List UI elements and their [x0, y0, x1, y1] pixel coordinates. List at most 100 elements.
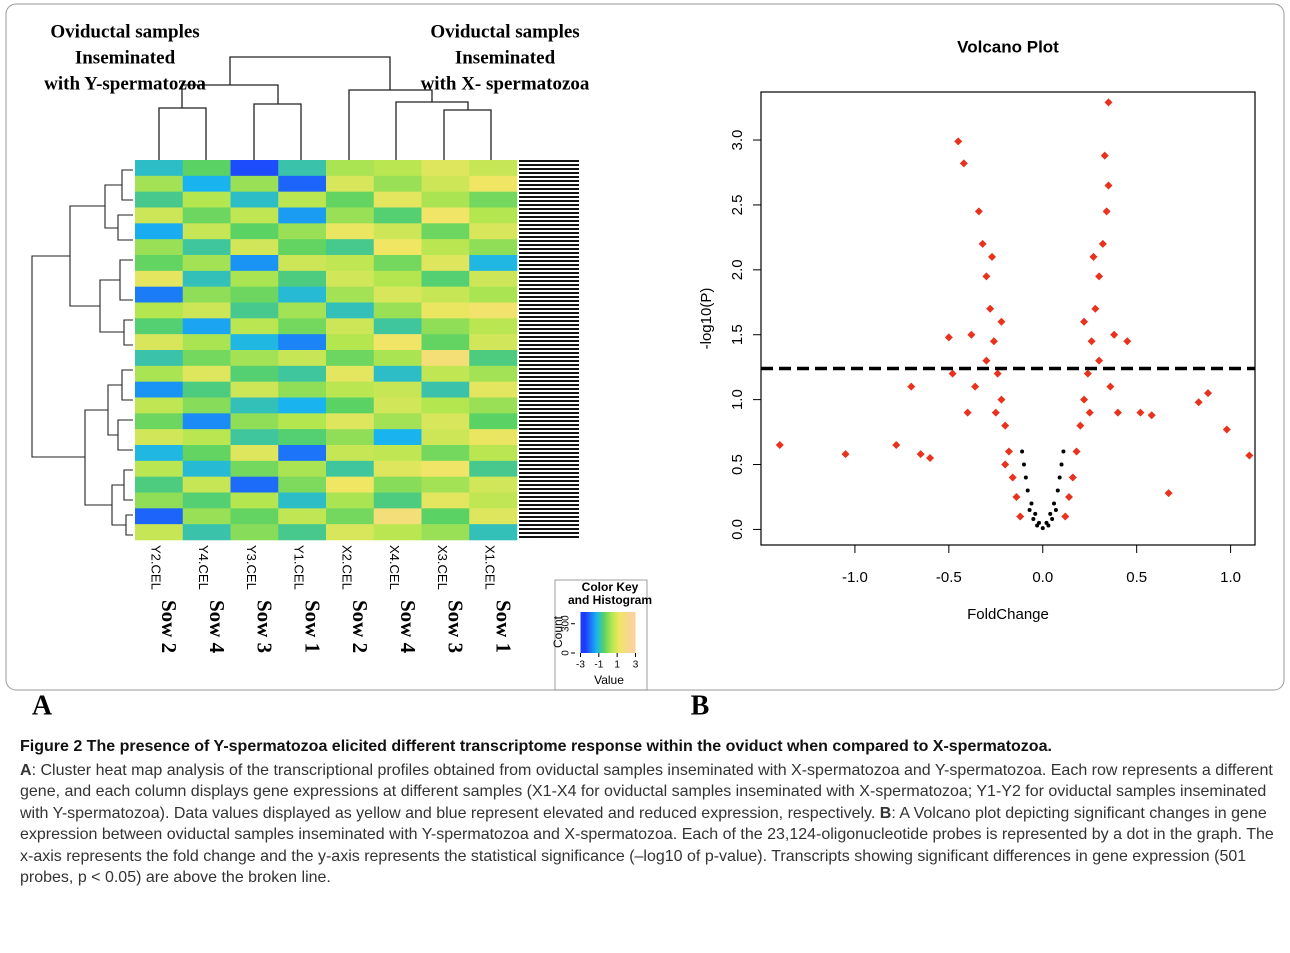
heatmap-cell: [135, 160, 184, 177]
y-tick-label: 2.5: [729, 194, 746, 215]
heatmap-cell: [135, 318, 184, 335]
heatmap-cell: [421, 270, 470, 287]
color-key-tick-label: 0: [561, 650, 572, 656]
point: [978, 239, 987, 248]
heatmap-cell: [230, 508, 279, 525]
x-tick-label: 0.0: [1032, 569, 1053, 586]
color-key-y-label: Count: [551, 615, 565, 648]
point: [1106, 382, 1115, 391]
group-label: with X- spermatozoa: [421, 73, 590, 94]
heatmap-cell: [469, 508, 518, 525]
point: [1052, 501, 1057, 506]
heatmap-cell: [326, 191, 375, 208]
heatmap-cell: [469, 160, 518, 177]
heatmap-cell: [230, 476, 279, 493]
point: [1080, 395, 1089, 404]
heatmap-cell: [373, 255, 422, 272]
group-label: Inseminated: [75, 47, 176, 68]
heatmap-cell: [469, 365, 518, 382]
heatmap-cell: [373, 492, 422, 509]
heatmap-cell: [421, 460, 470, 477]
heatmap-cell: [278, 460, 327, 477]
column-sample-label: Sow 1: [491, 600, 515, 653]
heatmap-cell: [182, 413, 231, 430]
y-tick-label: 0.0: [729, 519, 746, 540]
point: [1102, 207, 1111, 216]
heatmap-cell: [326, 318, 375, 335]
heatmap-cell: [326, 445, 375, 462]
point: [959, 159, 968, 168]
heatmap-cell: [135, 302, 184, 319]
point: [1095, 356, 1104, 365]
heatmap-cell: [421, 160, 470, 177]
color-key-tick-label: 1: [614, 660, 620, 671]
point: [1004, 447, 1013, 456]
heatmap-cell: [182, 397, 231, 414]
point: [986, 304, 995, 313]
point: [1065, 492, 1074, 501]
heatmap-cell: [135, 397, 184, 414]
point: [1040, 526, 1045, 531]
point: [1164, 489, 1173, 498]
panel-label: B: [691, 690, 710, 721]
heatmap-cell: [230, 223, 279, 240]
heatmap-cell: [230, 365, 279, 382]
heatmap-cell: [373, 302, 422, 319]
heatmap-cell: [469, 175, 518, 192]
caption-body: A: Cluster heat map analysis of the tran…: [20, 760, 1282, 889]
heatmap-cell: [278, 429, 327, 446]
heatmap-cell: [230, 524, 279, 541]
heatmap-cell: [326, 413, 375, 430]
heatmap-cell: [373, 350, 422, 367]
point: [1104, 181, 1113, 190]
point: [1113, 408, 1122, 417]
heatmap-cell: [326, 492, 375, 509]
panel-label: A: [32, 690, 53, 721]
x-axis-label: FoldChange: [967, 606, 1049, 623]
heatmap-cell: [278, 508, 327, 525]
heatmap-cell: [469, 397, 518, 414]
heatmap-cell: [373, 365, 422, 382]
heatmap-cell: [373, 508, 422, 525]
heatmap-cell: [135, 381, 184, 398]
heatmap-cell: [421, 175, 470, 192]
caption-text: : A Volcano plot depicting significant c…: [20, 804, 1274, 887]
point: [841, 450, 850, 459]
heatmap-cell: [469, 302, 518, 319]
heatmap-cell: [230, 350, 279, 367]
heatmap-cell: [230, 160, 279, 177]
point: [1055, 488, 1060, 493]
heatmap-cell: [135, 429, 184, 446]
point: [1001, 460, 1010, 469]
point: [1057, 475, 1062, 480]
point: [1046, 523, 1051, 528]
heatmap-cell: [135, 175, 184, 192]
chart-title: Volcano Plot: [957, 37, 1059, 56]
heatmap-cell: [230, 270, 279, 287]
heatmap-cell: [469, 460, 518, 477]
column-file-label: X4.CEL: [387, 545, 402, 590]
heatmap-cell: [230, 255, 279, 272]
heatmap-cell: [469, 255, 518, 272]
heatmap-cell: [230, 429, 279, 446]
point: [1087, 337, 1096, 346]
heatmap-cell: [230, 445, 279, 462]
column-file-label: X1.CEL: [483, 545, 498, 590]
heatmap-cell: [278, 191, 327, 208]
column-sample-label: Sow 4: [396, 600, 420, 654]
heatmap-cell: [421, 255, 470, 272]
point: [982, 356, 991, 365]
point: [1008, 473, 1017, 482]
point: [1104, 98, 1113, 107]
heatmap-cell: [373, 207, 422, 224]
point: [907, 382, 916, 391]
point: [954, 137, 963, 146]
heatmap-cell: [182, 160, 231, 177]
heatmap-cell: [421, 413, 470, 430]
heatmap-cell: [182, 207, 231, 224]
heatmap-cell: [278, 476, 327, 493]
column-file-label: Y2.CEL: [148, 545, 163, 590]
heatmap-cell: [182, 286, 231, 303]
point: [1098, 239, 1107, 248]
